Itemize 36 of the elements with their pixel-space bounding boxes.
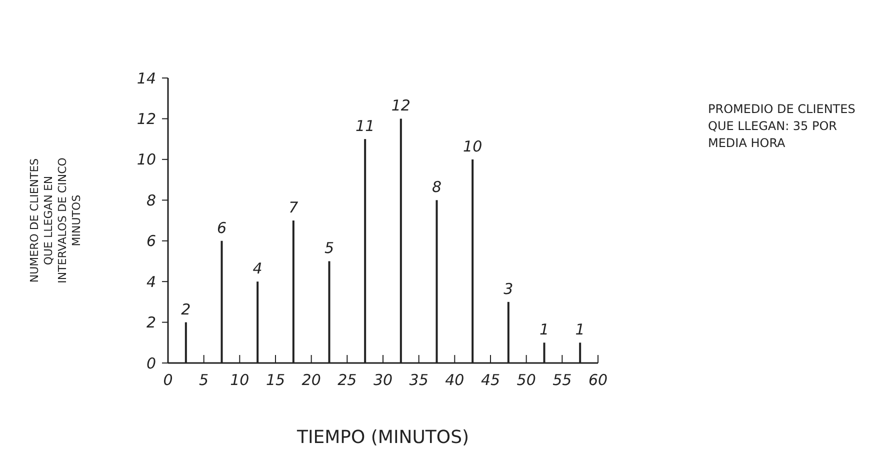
y-tick-label: 2 xyxy=(146,314,156,332)
y-tick-label: 12 xyxy=(136,110,156,128)
data-label: 2 xyxy=(181,300,191,318)
x-tick-label: 45 xyxy=(480,371,500,389)
data-label: 1 xyxy=(539,320,550,339)
data-label: 6 xyxy=(216,218,227,237)
data-label: 11 xyxy=(356,117,375,136)
x-tick-label: 35 xyxy=(409,371,428,389)
data-label: 10 xyxy=(463,137,482,156)
data-label: 5 xyxy=(324,239,334,258)
x-tick-label: 60 xyxy=(588,371,608,389)
x-tick-label: 5 xyxy=(199,371,209,389)
data-label: 4 xyxy=(252,260,262,278)
data-label: 3 xyxy=(504,280,514,298)
x-tick-label: 40 xyxy=(445,371,464,389)
data-label: 1 xyxy=(575,320,585,339)
text: PROMEDIO DE CLIENTES QUE LLEGAN: 35 POR MEDIA HORA xyxy=(708,102,856,150)
x-axis-title: TIEMPO (MINUTOS) xyxy=(296,427,470,448)
y-tick-label: 8 xyxy=(146,191,156,210)
x-tick-label: 10 xyxy=(230,371,250,389)
x-tick-label: 0 xyxy=(163,371,173,389)
x-tick-label: 20 xyxy=(302,371,321,389)
y-tick-label: 14 xyxy=(136,69,156,88)
x-tick-label: 25 xyxy=(338,371,357,389)
x-tick-label: 55 xyxy=(552,371,572,389)
x-tick-label: 50 xyxy=(516,371,536,389)
y-tick-label: 0 xyxy=(146,354,156,372)
data-label: 8 xyxy=(432,178,442,196)
x-tick-label: 30 xyxy=(373,371,393,389)
data-label: 12 xyxy=(391,96,410,115)
y-tick-label: 10 xyxy=(136,150,156,169)
y-tick-label: 4 xyxy=(146,272,156,291)
data-label: 7 xyxy=(288,198,299,216)
y-tick-label: 6 xyxy=(146,232,156,250)
y-axis-title: NUMERO DE CLIENTES QUE LLEGAN EN INTERVALOS DE CINCO MINUTOS xyxy=(28,157,83,284)
x-tick-label: 15 xyxy=(266,371,286,389)
